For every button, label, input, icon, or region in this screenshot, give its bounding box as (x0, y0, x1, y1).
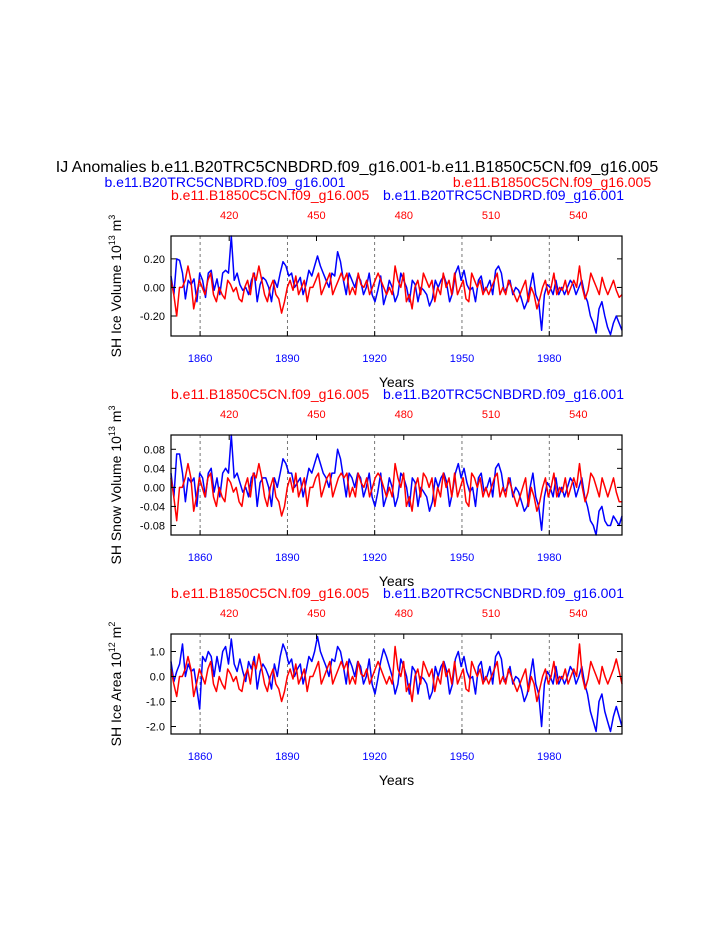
x-tick-label: 1890 (275, 353, 299, 365)
y-axis-label-part: 3 (107, 406, 117, 411)
top-label-control: b.e11.B1850C5CN.f09_g16.005 (171, 386, 369, 402)
series-line-control (170, 265, 623, 317)
x-tick-label: 1890 (275, 552, 299, 564)
top-label-historical: b.e11.B20TRC5CNBDRD.f09_g16.001 (383, 187, 624, 203)
y-axis-label-part: 13 (107, 426, 117, 436)
y-tick-label: 0.0 (150, 672, 165, 684)
legend-left-label: b.e11.B20TRC5CNBDRD.f09_g16.001 (105, 174, 346, 190)
chart-panels: 0.20 0.00 -0.20 1860 1890 1920 1950 1980 420 450 4… (107, 187, 624, 788)
legend-right-label: b.e11.B1850C5CN.f09_g16.005 (453, 174, 651, 190)
y-axis-label-part: SH Ice Volume 10 (108, 245, 124, 357)
top-x-tick-label: 540 (569, 608, 587, 620)
top-x-tick-label: 420 (220, 409, 238, 421)
y-axis-label-part: 12 (107, 642, 117, 652)
y-tick-label: -0.08 (140, 520, 165, 532)
y-tick-label: -0.20 (140, 311, 165, 323)
x-axis-label: Years (379, 772, 414, 788)
top-x-tick-label: 510 (482, 210, 500, 222)
top-x-tick-label: 450 (307, 409, 325, 421)
series-line-control (170, 462, 622, 522)
top-label-control: b.e11.B1850C5CN.f09_g16.005 (171, 585, 369, 601)
top-x-tick-label: 480 (395, 210, 413, 222)
top-x-tick-label: 450 (307, 210, 325, 222)
y-axis-label: SH Ice Volume 1013 m3 (107, 215, 124, 358)
x-tick-label: 1950 (450, 751, 474, 763)
x-tick-label: 1950 (450, 353, 474, 365)
y-tick-label: -1.0 (146, 697, 165, 709)
x-tick-label: 1950 (450, 552, 474, 564)
top-label-historical: b.e11.B20TRC5CNBDRD.f09_g16.001 (383, 585, 624, 601)
series-line-historical (170, 434, 623, 536)
y-tick-label: 0.00 (144, 482, 165, 494)
x-tick-label: 1860 (188, 751, 212, 763)
y-axis-label-part: m (108, 411, 124, 427)
y-tick-label: 1.0 (150, 647, 165, 659)
x-tick-label: 1860 (188, 353, 212, 365)
x-tick-label: 1920 (362, 353, 386, 365)
top-label-control: b.e11.B1850C5CN.f09_g16.005 (171, 187, 369, 203)
y-axis-label: SH Ice Area 1012 m2 (107, 622, 124, 747)
top-x-tick-label: 420 (220, 210, 238, 222)
y-axis-label-part: 13 (107, 235, 117, 245)
plot-frame (170, 235, 623, 337)
y-tick-label: 0.20 (144, 254, 165, 266)
y-tick-label: 0.08 (144, 444, 165, 456)
top-x-tick-label: 510 (482, 409, 500, 421)
y-axis-label-part: SH Snow Volume 10 (108, 436, 124, 565)
figure-title: IJ Anomalies b.e11.B20TRC5CNBDRD.f09_g16… (56, 159, 659, 176)
series-line-control (170, 643, 623, 703)
y-tick-label: -2.0 (146, 722, 165, 734)
plot-frame (170, 434, 623, 536)
top-x-tick-label: 420 (220, 608, 238, 620)
top-x-tick-label: 540 (569, 210, 587, 222)
top-x-tick-label: 510 (482, 608, 500, 620)
x-tick-label: 1890 (275, 751, 299, 763)
y-axis-label-part: m (108, 627, 124, 643)
top-x-tick-label: 540 (569, 409, 587, 421)
x-axis-label: Years (379, 573, 414, 589)
plot-frame (170, 633, 623, 735)
x-tick-label: 1980 (537, 353, 561, 365)
x-tick-label: 1920 (362, 751, 386, 763)
figure-header: IJ Anomalies b.e11.B20TRC5CNBDRD.f09_g16… (56, 159, 659, 190)
y-axis-label-part: 3 (107, 215, 117, 220)
y-axis-label-part: m (108, 220, 124, 236)
top-x-tick-label: 450 (307, 608, 325, 620)
top-x-tick-label: 480 (395, 409, 413, 421)
chart-panel-snow-volume: 0.08 0.04 0.00 -0.04 -0.08 1860 1890 1920 1950 19… (107, 386, 624, 589)
top-x-tick-label: 480 (395, 608, 413, 620)
chart-panel-ice-volume: 0.20 0.00 -0.20 1860 1890 1920 1950 1980 420 450 4… (107, 187, 624, 390)
y-axis-label-part: 2 (107, 622, 117, 627)
x-tick-label: 1860 (188, 552, 212, 564)
y-tick-label: -0.04 (140, 501, 165, 513)
y-axis-label-part: SH Ice Area 10 (108, 652, 124, 746)
series-line-historical (170, 235, 623, 336)
y-axis-label: SH Snow Volume 1013 m3 (107, 406, 124, 565)
x-tick-label: 1980 (537, 552, 561, 564)
chart-panel-ice-area: 1.0 0.0 -1.0 -2.0 1860 1890 1920 1950 1980 420 450… (107, 585, 624, 788)
y-tick-label: 0.04 (144, 463, 165, 475)
top-label-historical: b.e11.B20TRC5CNBDRD.f09_g16.001 (383, 386, 624, 402)
x-axis-label: Years (379, 374, 414, 390)
x-tick-label: 1980 (537, 751, 561, 763)
x-tick-label: 1920 (362, 552, 386, 564)
y-tick-label: 0.00 (144, 282, 165, 294)
